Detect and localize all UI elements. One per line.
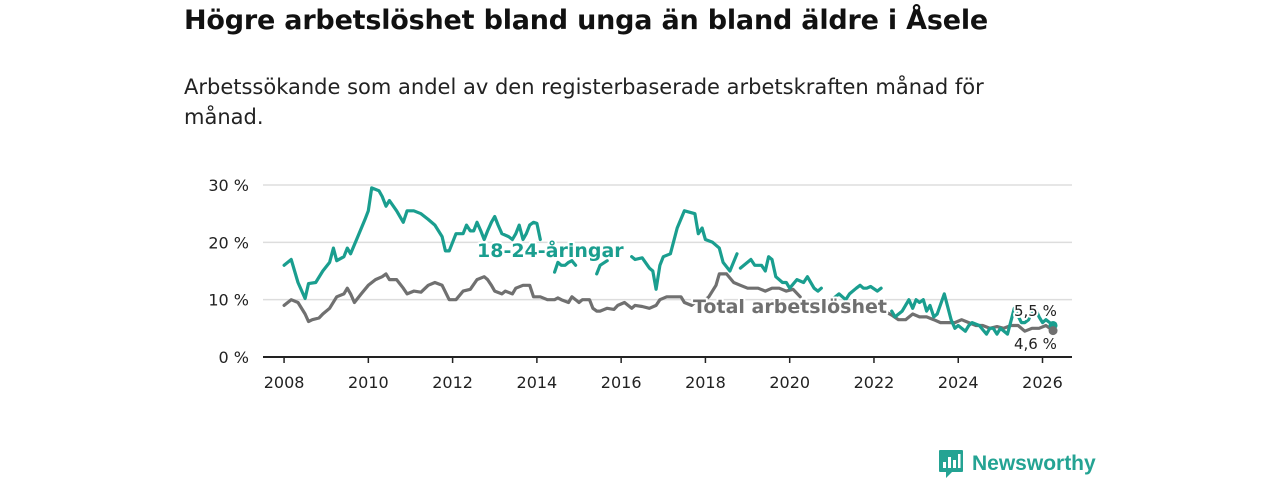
grid-lines bbox=[263, 184, 1072, 301]
series-line-total bbox=[282, 272, 802, 324]
series-line-youth bbox=[553, 259, 578, 274]
end-value-label-youth: 5,5 % bbox=[1014, 302, 1057, 320]
x-tick-label: 2024 bbox=[938, 373, 979, 392]
y-tick-label: 20 % bbox=[208, 233, 249, 252]
x-tick-label: 2016 bbox=[601, 373, 642, 392]
series-lines bbox=[282, 186, 1058, 336]
x-tick-label: 2022 bbox=[854, 373, 895, 392]
end-value-label-total: 4,6 % bbox=[1014, 335, 1057, 353]
axes: 0 % 10 % 20 % 30 % 2008 2010 2012 2014 2016 2018 2… bbox=[208, 176, 1072, 392]
series-line-youth bbox=[282, 186, 542, 301]
y-tick-label: 10 % bbox=[208, 291, 249, 310]
series-line-youth bbox=[738, 255, 823, 293]
series-labels: 18-24-åringar Total arbetslöshet 5,5 % 4,6 … bbox=[475, 236, 1059, 355]
y-tick-label: 30 % bbox=[208, 176, 249, 195]
x-tick-label: 2020 bbox=[769, 373, 810, 392]
x-tick-label: 2008 bbox=[264, 373, 305, 392]
series-label-total: Total arbetslöshet bbox=[693, 296, 887, 318]
x-tick-label: 2026 bbox=[1022, 373, 1063, 392]
chart-title: Högre arbetslöshet bland unga än bland ä… bbox=[184, 5, 989, 36]
y-tick-label: 0 % bbox=[219, 348, 249, 367]
series-label-youth: 18-24-åringar bbox=[477, 238, 624, 262]
newsworthy-logo-icon bbox=[939, 450, 963, 478]
series-end-dot-total bbox=[1048, 326, 1058, 336]
series-line-youth bbox=[595, 259, 609, 276]
chart-subtitle: Arbetssökande som andel av den registerb… bbox=[184, 75, 984, 129]
x-tick-label: 2014 bbox=[517, 373, 558, 392]
x-tick-label: 2018 bbox=[685, 373, 726, 392]
series-line-youth bbox=[830, 283, 883, 302]
series-line-total bbox=[882, 309, 1055, 333]
x-tick-label: 2010 bbox=[348, 373, 389, 392]
series-line-youth bbox=[630, 209, 739, 291]
x-tick-label: 2012 bbox=[432, 373, 473, 392]
series-line-youth bbox=[890, 292, 1055, 336]
brand-logo: Newsworthy bbox=[938, 449, 1096, 479]
brand-name: Newsworthy bbox=[972, 452, 1096, 475]
